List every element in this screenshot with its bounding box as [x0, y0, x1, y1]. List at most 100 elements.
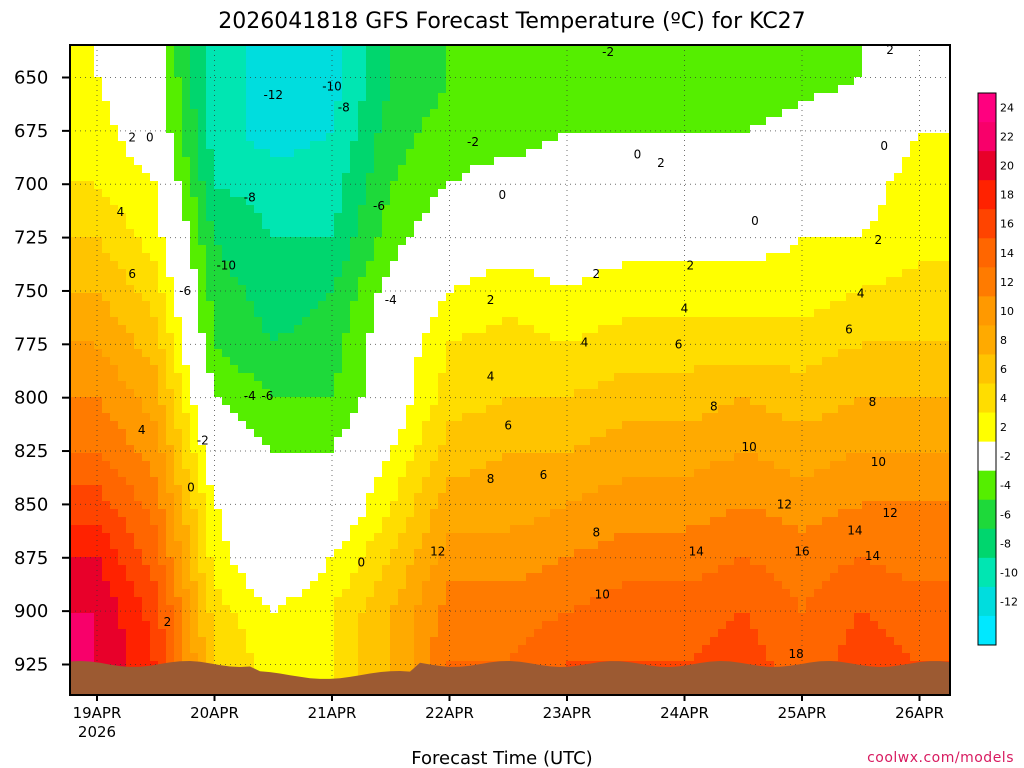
field-cell [550, 357, 559, 366]
field-cell [142, 637, 151, 646]
field-cell [366, 69, 375, 78]
field-cell [294, 581, 303, 590]
field-cell [270, 501, 279, 510]
field-cell [438, 125, 447, 134]
field-cell [430, 509, 439, 518]
field-cell [326, 445, 335, 454]
field-cell [326, 109, 335, 118]
field-cell [134, 605, 143, 614]
field-cell [526, 637, 535, 646]
field-cell [94, 93, 103, 102]
field-cell [78, 317, 87, 326]
field-cell [446, 181, 455, 190]
field-cell [102, 317, 111, 326]
field-cell [534, 493, 543, 502]
field-cell [430, 493, 439, 502]
field-cell [318, 541, 327, 550]
field-cell [302, 533, 311, 542]
field-cell [214, 453, 223, 462]
field-cell [94, 405, 103, 414]
field-cell [318, 109, 327, 118]
field-cell [142, 469, 151, 478]
field-cell [246, 581, 255, 590]
field-cell [198, 397, 207, 406]
field-cell [414, 293, 423, 302]
field-cell [334, 437, 343, 446]
field-cell [382, 189, 391, 198]
field-cell [382, 437, 391, 446]
field-cell [310, 85, 319, 94]
field-cell [190, 93, 199, 102]
field-cell [366, 341, 375, 350]
field-cell [366, 501, 375, 510]
field-cell [126, 181, 135, 190]
field-cell [86, 85, 95, 94]
field-cell [366, 509, 375, 518]
field-cell [486, 373, 495, 382]
field-cell [518, 189, 527, 198]
field-cell [534, 117, 543, 126]
field-cell [366, 317, 375, 326]
field-cell [110, 397, 119, 406]
field-cell [78, 461, 87, 470]
field-cell [454, 565, 463, 574]
field-cell [254, 317, 263, 326]
field-cell [158, 149, 167, 158]
field-cell [390, 229, 399, 238]
field-cell [470, 445, 479, 454]
field-cell [294, 573, 303, 582]
field-cell [390, 621, 399, 630]
field-cell [414, 597, 423, 606]
field-cell [166, 261, 175, 270]
field-cell [134, 341, 143, 350]
field-cell [382, 573, 391, 582]
field-cell [342, 613, 351, 622]
field-cell [398, 389, 407, 398]
field-cell [166, 629, 175, 638]
field-cell [542, 85, 551, 94]
field-cell [374, 397, 383, 406]
field-cell [254, 509, 263, 518]
field-cell [398, 581, 407, 590]
field-cell [406, 413, 415, 422]
field-cell [502, 317, 511, 326]
field-cell [342, 341, 351, 350]
field-cell [254, 341, 263, 350]
field-cell [230, 517, 239, 526]
field-cell [550, 269, 559, 278]
field-cell [446, 117, 455, 126]
field-cell [254, 421, 263, 430]
field-cell [270, 389, 279, 398]
field-cell [342, 501, 351, 510]
field-cell [254, 133, 263, 142]
field-cell [486, 421, 495, 430]
field-cell [222, 301, 231, 310]
field-cell [518, 461, 527, 470]
field-cell [494, 253, 503, 262]
field-cell [302, 661, 311, 670]
field-cell [414, 365, 423, 374]
field-cell [550, 485, 559, 494]
field-cell [406, 245, 415, 254]
field-cell [230, 445, 239, 454]
field-cell [94, 109, 103, 118]
field-cell [198, 613, 207, 622]
field-cell [390, 285, 399, 294]
field-cell [518, 149, 527, 158]
field-cell [166, 141, 175, 150]
field-cell [366, 181, 375, 190]
field-cell [166, 429, 175, 438]
field-cell [526, 501, 535, 510]
field-cell [286, 525, 295, 534]
field-cell [454, 77, 463, 86]
field-cell [166, 229, 175, 238]
field-cell [430, 205, 439, 214]
field-cell [494, 637, 503, 646]
field-cell [206, 437, 215, 446]
field-cell [150, 141, 159, 150]
field-cell [166, 613, 175, 622]
field-cell [214, 213, 223, 222]
field-cell [414, 133, 423, 142]
field-cell [326, 77, 335, 86]
field-cell [86, 493, 95, 502]
